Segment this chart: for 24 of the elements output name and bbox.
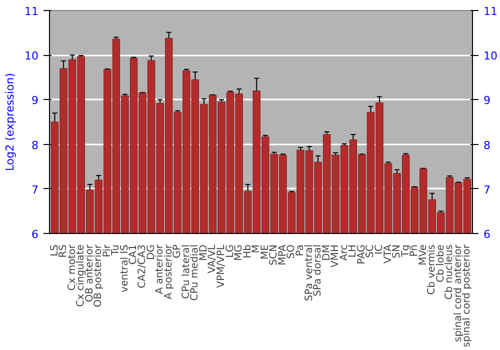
- y-tick-label: 9: [32, 94, 38, 108]
- y2-tick-label: 7: [484, 183, 490, 196]
- y-tick-label: 11: [24, 5, 39, 18]
- y2-tick-label: 11: [484, 5, 498, 18]
- x-tick-label: Pa: [294, 244, 306, 256]
- x-tick-label: Cb lobe: [435, 244, 446, 282]
- x-tick-label: spinal cord posterior: [462, 244, 473, 348]
- x-tick-label: Tg: [400, 244, 412, 258]
- x-tick-label: RS: [58, 244, 70, 258]
- y-tick-label: 6: [32, 228, 38, 241]
- x-tick-label: MVe: [418, 244, 429, 266]
- y2-tick-label: 8: [484, 138, 490, 152]
- y-tick-label: 10: [24, 50, 39, 63]
- y2-tick-label: 6: [484, 228, 490, 241]
- y-tick-label: 7: [32, 183, 38, 196]
- x-tick-label: DG: [146, 244, 157, 260]
- x-tick-label: A posterior: [163, 244, 174, 300]
- y-tick-label: 8: [32, 138, 38, 152]
- x-tick-label: OB posterior: [93, 244, 104, 308]
- y2-tick-label: 9: [484, 94, 490, 108]
- x-tick-label: GP: [172, 244, 184, 258]
- x-tick-label: IC: [374, 244, 385, 254]
- y2-tick-label: 10: [484, 50, 498, 63]
- y-axis-title: Log2 (expression): [4, 72, 17, 172]
